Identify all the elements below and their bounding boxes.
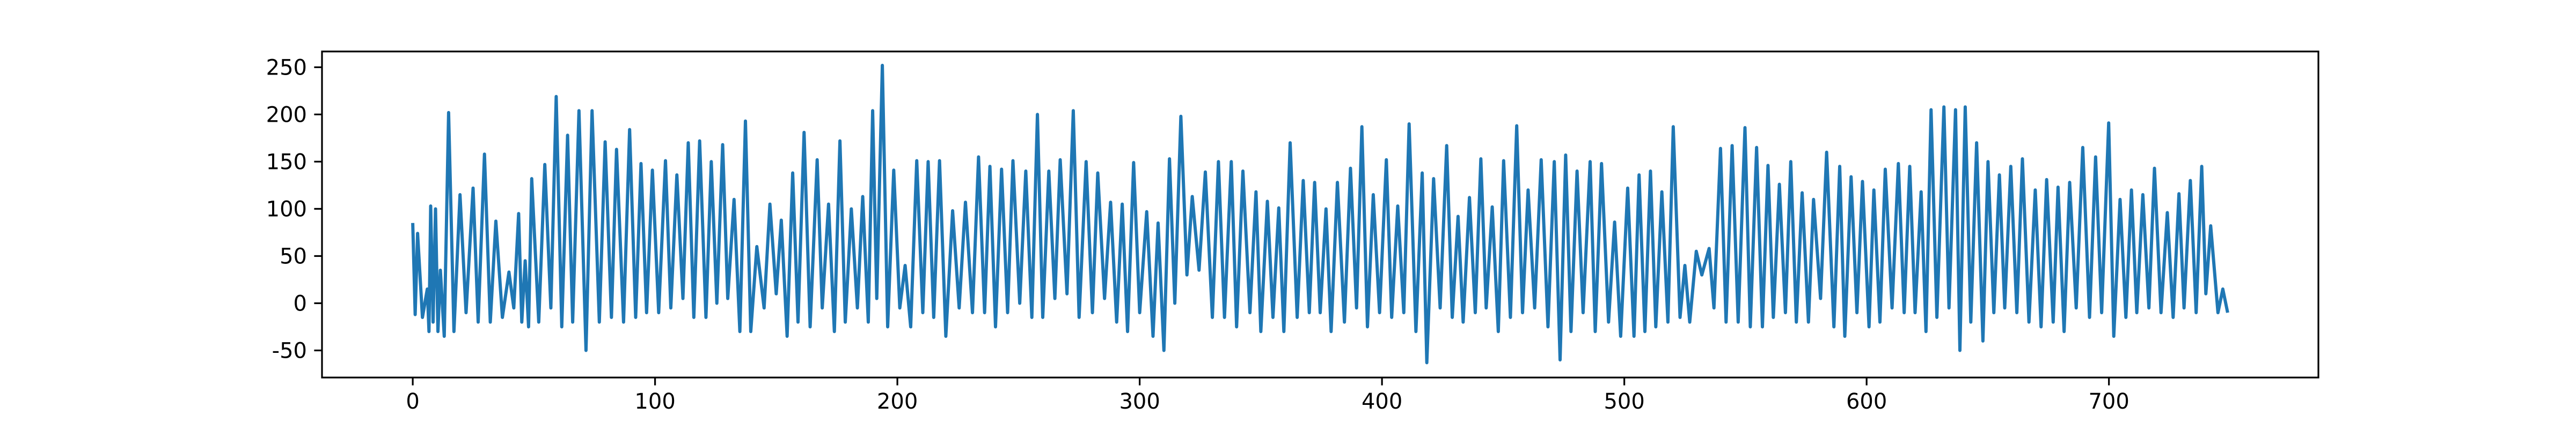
x-tick-label: 700 — [2088, 389, 2129, 414]
data-line — [411, 63, 2229, 365]
y-tick-label: 150 — [266, 150, 307, 174]
y-tick-label: 0 — [294, 291, 307, 316]
x-tick-label: 500 — [1604, 389, 1644, 414]
x-tick-label: 0 — [406, 389, 419, 414]
x-tick-label: 600 — [1846, 389, 1887, 414]
y-tick-label: 200 — [266, 102, 307, 127]
y-tick-label: 250 — [266, 55, 307, 80]
x-tick-label: 300 — [1119, 389, 1160, 414]
x-tick-label: 100 — [634, 389, 675, 414]
x-tick-label: 200 — [877, 389, 918, 414]
x-tick-label: 400 — [1362, 389, 1402, 414]
y-tick-label: 50 — [280, 244, 307, 269]
plot-frame — [321, 50, 2319, 379]
y-tick-label: -50 — [272, 338, 307, 363]
y-tick-label: 100 — [266, 197, 307, 221]
